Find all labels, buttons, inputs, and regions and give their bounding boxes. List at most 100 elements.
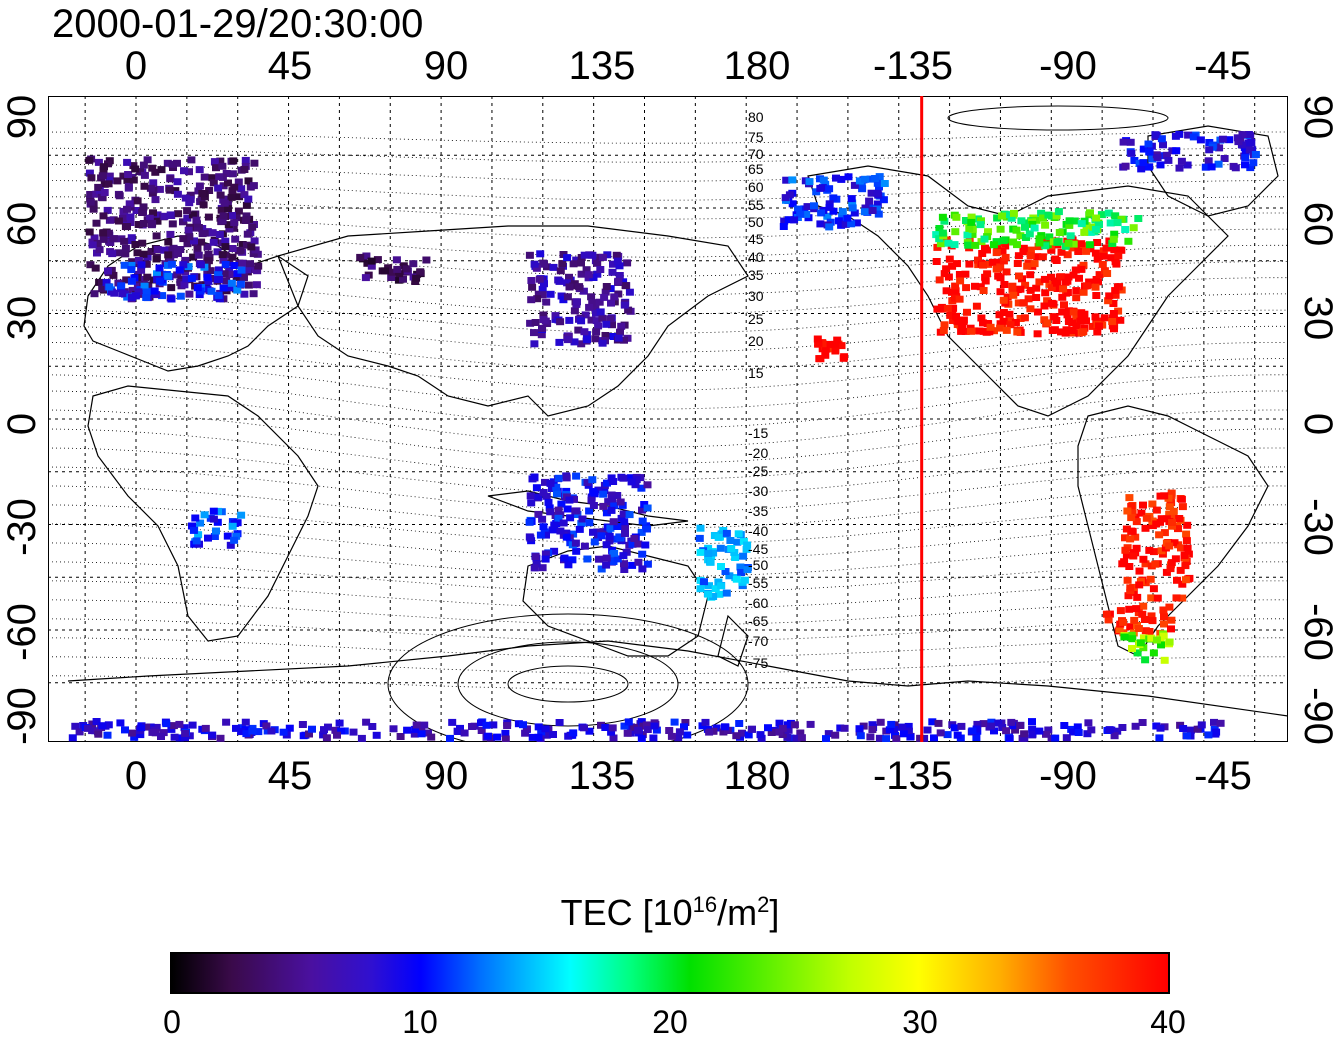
tec-cell-europe (123, 158, 132, 166)
tec-cell-australia (562, 533, 571, 541)
contour-label: -40 (748, 523, 768, 539)
tec-cell-europe (251, 246, 260, 254)
tec-cell-north-america (1064, 318, 1073, 325)
tec-cell-antarctica (372, 731, 381, 739)
tec-cell-australia (602, 541, 611, 549)
tec-cell-europe (192, 224, 201, 232)
tec-cell-africa-south (237, 511, 246, 519)
tec-cell-australia (560, 554, 569, 562)
tec-cell-antarctica (136, 731, 145, 739)
tec-cell-europe (179, 235, 188, 243)
tec-cell-australia (609, 558, 618, 565)
tec-cell-europe (168, 160, 177, 168)
tec-cell-europe (212, 164, 220, 172)
tec-cell-north-america (1092, 292, 1101, 299)
tec-cell-greenland (1204, 157, 1213, 165)
tec-cell-europe (198, 230, 207, 238)
tec-cell-antarctica (175, 734, 184, 742)
tec-cell-alaska (825, 223, 834, 231)
tec-cell-north-america (965, 260, 974, 268)
tec-cell-south-america (1142, 514, 1151, 522)
tec-cell-antarctica-west (767, 729, 776, 736)
tec-cell-antarctica (396, 733, 405, 740)
tec-cell-north-america (1095, 271, 1104, 279)
tec-cell-europe (136, 168, 145, 176)
tec-cell-europe (139, 220, 148, 227)
tec-cell-east-asia (535, 275, 544, 283)
tec-cell-greenland (1177, 157, 1186, 165)
tec-cell-south-america (1122, 551, 1131, 559)
magnetic-contour (48, 580, 1288, 610)
tec-cell-europe (173, 190, 182, 198)
tec-cell-antarctic-peninsula (1133, 649, 1142, 657)
tec-cell-alaska (861, 175, 870, 183)
tec-cell-europe (131, 165, 140, 173)
tec-cell-north-america (935, 276, 944, 284)
tec-cell-europe-south (142, 288, 151, 296)
tec-cell-hawaii (825, 340, 834, 348)
tec-cell-canada (1035, 239, 1044, 247)
tec-cell-australia (610, 549, 619, 557)
contour-label: -15 (748, 425, 768, 441)
tec-cell-antarctica-west (1138, 719, 1147, 726)
tec-cell-antarctica (262, 722, 271, 730)
tec-cell-patagonia (1102, 610, 1111, 618)
tec-cell-antarctica (569, 729, 578, 737)
tec-cell-africa-south (233, 519, 242, 527)
lat-label-left: 60 (0, 201, 44, 247)
tec-cell-central-asia (363, 259, 372, 267)
tec-cell-greenland (1159, 141, 1167, 149)
tec-cell-antarctica-west (797, 734, 806, 742)
tec-cell-europe (123, 176, 132, 184)
magnetic-contour (48, 637, 1288, 658)
tec-cell-europe (153, 217, 162, 225)
tec-cell-antarctica (333, 731, 341, 739)
tec-cell-greenland (1215, 144, 1224, 152)
tec-cell-australia (583, 555, 592, 563)
tec-cell-europe (114, 249, 123, 257)
tec-cell-north-america (951, 282, 960, 290)
tec-cell-australia (525, 518, 534, 526)
tec-cell-australia (550, 547, 559, 555)
tec-cell-alaska (852, 219, 861, 227)
tec-cell-antarctic-peninsula (1136, 639, 1145, 647)
tec-cell-australia (565, 496, 574, 504)
tec-cell-alaska (802, 210, 811, 218)
tec-cell-africa-south (188, 522, 196, 530)
tec-cell-europe (100, 189, 109, 196)
tec-cell-antarctica-west (1105, 726, 1114, 734)
tec-cell-canada (940, 217, 949, 225)
tec-cell-north-america (975, 327, 984, 335)
tec-cell-antarctica-west (943, 731, 952, 739)
tec-cell-alaska (872, 205, 881, 213)
tec-cell-east-asia (623, 259, 632, 267)
tec-cell-africa-south (209, 507, 218, 515)
tec-cell-new-zealand (717, 563, 725, 570)
tec-cell-greenland (1241, 154, 1250, 162)
tec-cell-south-america (1172, 594, 1181, 602)
tec-cell-europe (137, 266, 146, 274)
tec-cell-north-america (1053, 285, 1062, 292)
tec-cell-north-america (976, 283, 985, 291)
tec-cell-patagonia (1160, 613, 1168, 621)
tec-cell-australia (556, 527, 565, 535)
tec-cell-central-asia (409, 260, 418, 268)
tec-cell-europe (127, 234, 136, 242)
greenland-outline (1147, 125, 1279, 217)
tec-cell-europe (148, 219, 157, 227)
tec-cell-north-america (978, 250, 987, 257)
tec-cell-east-asia (579, 287, 588, 295)
tec-cell-patagonia (1145, 628, 1154, 635)
tec-cell-north-america (962, 284, 971, 292)
tec-cell-europe (220, 270, 229, 278)
lon-label-top: -90 (1039, 44, 1097, 88)
tec-cell-alaska (860, 208, 869, 216)
tec-cell-antarctica (201, 724, 210, 732)
tec-cell-south-america (1132, 544, 1141, 552)
tec-cell-canada (1077, 220, 1086, 228)
tec-cell-east-asia (546, 290, 555, 298)
tec-cell-europe (231, 235, 240, 243)
tec-cell-antarctica (489, 721, 498, 729)
tec-cell-canada (999, 237, 1008, 245)
tec-cell-east-asia (617, 322, 626, 330)
